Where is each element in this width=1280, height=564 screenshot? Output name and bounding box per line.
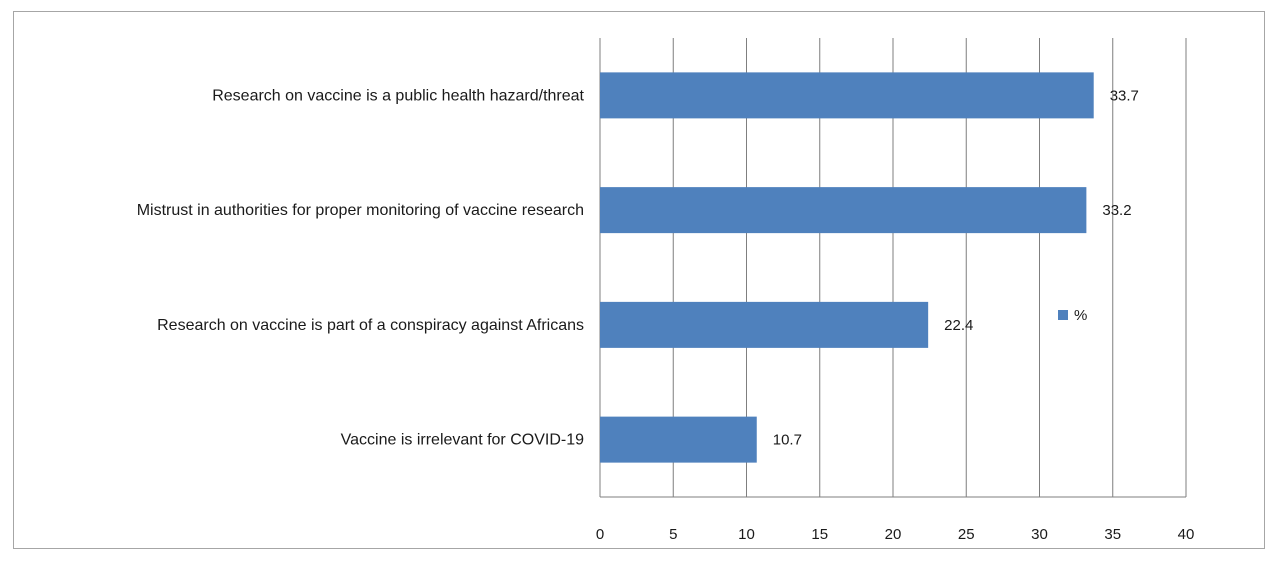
- x-tick-label: 5: [669, 526, 677, 543]
- x-tick-label: 35: [1104, 526, 1121, 543]
- x-tick-labels: 0 5 10 15 20 25 30 35 40: [596, 526, 1195, 543]
- category-label: Research on vaccine is a public health h…: [212, 87, 584, 104]
- category-label: Research on vaccine is part of a conspir…: [157, 317, 584, 334]
- bar: [600, 301, 929, 348]
- x-tick-label: 10: [738, 526, 755, 543]
- legend-swatch: [1058, 310, 1068, 320]
- legend-entry: %: [1074, 307, 1087, 324]
- bars: [600, 72, 1094, 463]
- category-label: Vaccine is irrelevant for COVID-19: [341, 432, 584, 449]
- x-tick-label: 25: [958, 526, 975, 543]
- data-label: 33.7: [1110, 87, 1139, 104]
- x-tick-label: 20: [885, 526, 902, 543]
- data-labels: 33.7 33.2 22.4 10.7: [773, 87, 1139, 448]
- x-tick-label: 15: [811, 526, 828, 543]
- x-tick-label: 40: [1178, 526, 1195, 543]
- data-label: 22.4: [944, 317, 973, 334]
- category-labels: Research on vaccine is a public health h…: [137, 87, 585, 448]
- category-label: Mistrust in authorities for proper monit…: [137, 202, 584, 219]
- data-label: 33.2: [1102, 202, 1131, 219]
- x-tick-label: 30: [1031, 526, 1048, 543]
- bar: [600, 187, 1087, 234]
- bar: [600, 72, 1094, 119]
- x-tick-label: 0: [596, 526, 604, 543]
- data-label: 10.7: [773, 432, 802, 449]
- bar: [600, 416, 757, 463]
- legend: %: [1058, 307, 1087, 324]
